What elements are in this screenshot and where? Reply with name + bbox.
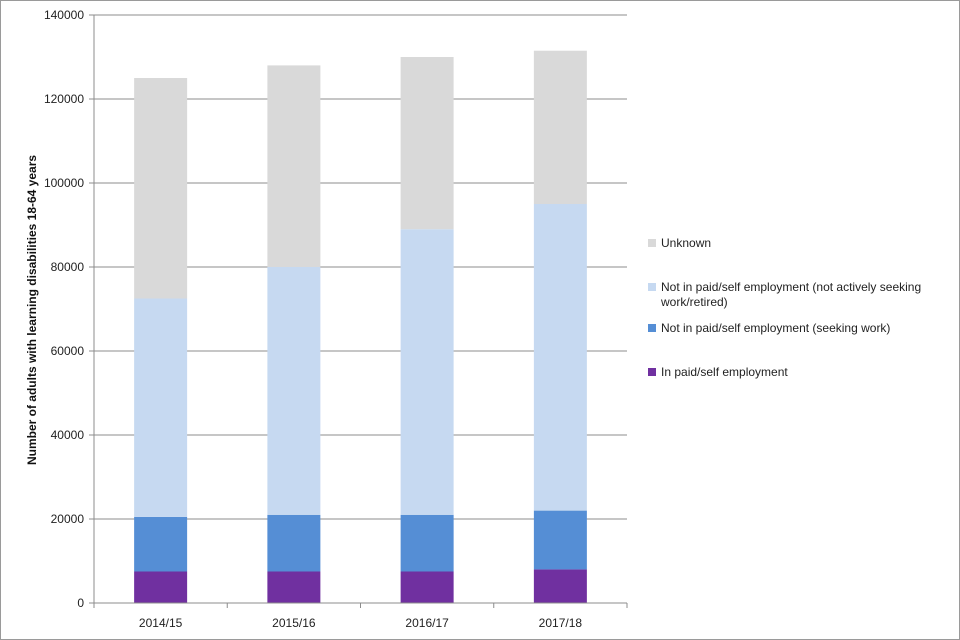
y-tick-label: 100000	[44, 176, 84, 190]
legend-swatch	[648, 324, 656, 332]
bar-segment	[533, 569, 587, 603]
x-tick-label: 2016/17	[405, 616, 449, 630]
y-tick-label: 80000	[51, 260, 85, 274]
y-axis-label: Number of adults with learning disabilit…	[25, 155, 39, 465]
legend-item: In paid/self employment	[648, 365, 788, 379]
y-tick-labels: 0 20000 40000 60000 80000 100000 120000 140000	[44, 8, 84, 610]
y-tick-label: 40000	[51, 428, 85, 442]
bar-segment	[267, 65, 321, 268]
axes	[93, 15, 628, 608]
y-tick-label: 0	[77, 596, 84, 610]
bar-segment	[134, 516, 188, 572]
bar-segment	[134, 298, 188, 517]
bar-segment	[533, 204, 587, 511]
y-tick-label: 20000	[51, 512, 85, 526]
legend-label: Not in paid/self employment (seeking wor…	[661, 321, 890, 335]
bar-segment	[267, 267, 321, 515]
y-tick-label: 60000	[51, 344, 85, 358]
legend-label: Not in paid/self employment (not activel…	[660, 280, 921, 309]
legend-item: Not in paid/self employment (not activel…	[648, 280, 921, 309]
bar-segment	[400, 571, 454, 603]
bar-segment	[400, 514, 454, 572]
y-tick-label: 120000	[44, 92, 84, 106]
bar-segment	[400, 229, 454, 515]
bars	[134, 50, 587, 603]
legend-swatch	[648, 239, 656, 247]
legend-item: Not in paid/self employment (seeking wor…	[648, 321, 890, 335]
legend-label: Unknown	[661, 236, 711, 250]
bar-segment	[267, 514, 321, 572]
bar-segment	[533, 50, 587, 205]
legend-swatch	[648, 368, 656, 376]
legend: Unknown Not in paid/self employment (not …	[648, 236, 921, 379]
x-tick-labels: 2014/15 2015/16 2016/17 2017/18	[139, 616, 582, 630]
bar-segment	[533, 510, 587, 570]
bar-segment	[134, 571, 188, 603]
bar-segment	[400, 57, 454, 230]
legend-swatch	[648, 283, 656, 291]
bar-segment	[134, 78, 188, 299]
bar-segment	[267, 571, 321, 603]
y-tick-label: 140000	[44, 8, 84, 22]
legend-item: Unknown	[648, 236, 711, 250]
legend-label: In paid/self employment	[661, 365, 788, 379]
x-tick-label: 2017/18	[539, 616, 583, 630]
x-tick-label: 2014/15	[139, 616, 183, 630]
x-tick-label: 2015/16	[272, 616, 316, 630]
